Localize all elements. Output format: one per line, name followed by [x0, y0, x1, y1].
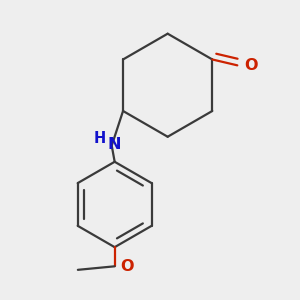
Text: H: H [93, 131, 106, 146]
Text: O: O [244, 58, 257, 73]
Text: N: N [108, 136, 122, 152]
Text: O: O [120, 259, 134, 274]
